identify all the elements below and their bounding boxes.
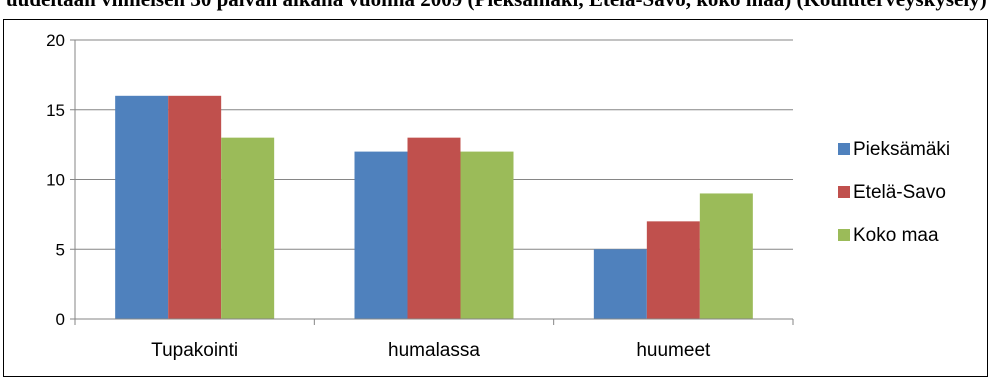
bar-pieks-m-ki-2 [593, 249, 647, 319]
bar-koko-maa-1 [460, 151, 514, 319]
legend-label: Koko maa [853, 225, 939, 246]
x-category-label: humalassa [388, 340, 480, 361]
x-category-labels: Tupakointi humalassa huumeet [151, 340, 711, 361]
chart-heading: uudeltaan viimeisen 30 päivän aikana vuo… [6, 0, 986, 19]
y-tick-label: 20 [46, 31, 65, 50]
bar-koko-maa-0 [221, 137, 275, 319]
y-tick-label: 0 [56, 310, 65, 329]
bar-etel-savo-1 [407, 137, 461, 319]
legend-swatch [838, 186, 850, 198]
bar-etel-savo-2 [646, 221, 700, 319]
x-category-label: Tupakointi [151, 340, 238, 361]
bar-pieks-m-ki-0 [115, 95, 169, 319]
y-tick-label: 5 [56, 240, 65, 259]
bar-pieks-m-ki-1 [354, 151, 408, 319]
legend-label: Etelä-Savo [853, 182, 946, 203]
bars [115, 95, 753, 319]
y-tick-labels: 0 5 10 15 20 [46, 31, 65, 329]
x-category-label: huumeet [636, 340, 711, 361]
legend-label: Pieksämäki [853, 139, 950, 160]
legend: Pieksämäki Etelä-Savo Koko maa [838, 139, 950, 246]
legend-swatch [838, 229, 850, 241]
legend-swatch [838, 143, 850, 155]
axes [70, 39, 794, 325]
y-tick-label: 10 [46, 171, 65, 190]
y-tick-label: 15 [46, 101, 65, 120]
bar-etel-savo-0 [168, 95, 222, 319]
bar-koko-maa-2 [699, 193, 753, 319]
